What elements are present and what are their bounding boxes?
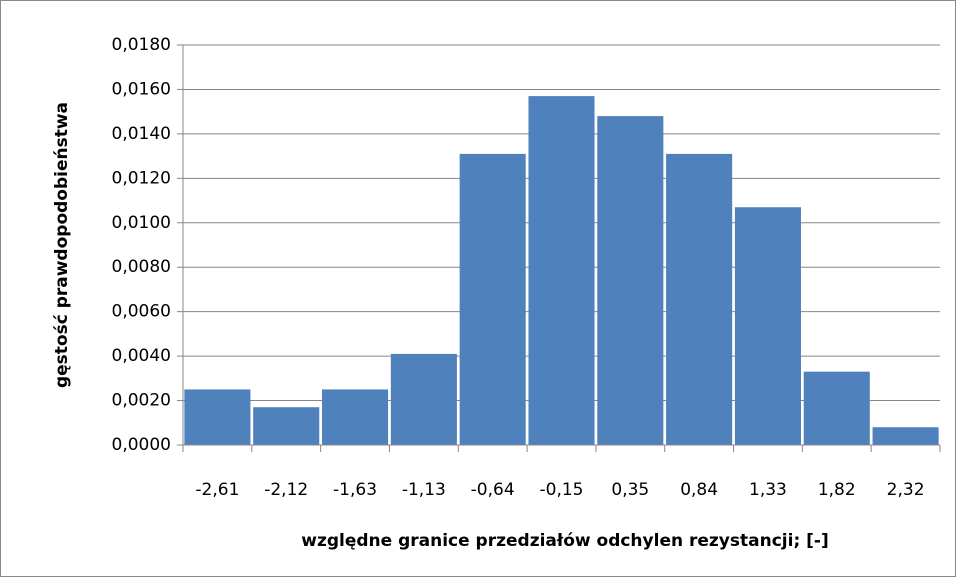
x-tick-label: -0,64 <box>471 480 515 500</box>
bar <box>253 407 320 445</box>
x-tick-label: -0,15 <box>540 480 584 500</box>
x-tick-label: -1,63 <box>333 480 377 500</box>
y-tick-label: 0,0020 <box>112 391 171 411</box>
y-tick-label: 0,0180 <box>112 35 171 55</box>
x-tick-label: 0,84 <box>680 480 718 500</box>
y-tick-label: 0,0120 <box>112 168 171 188</box>
bar <box>528 96 595 445</box>
bar <box>322 389 389 445</box>
y-tick-label: 0,0140 <box>112 124 171 144</box>
y-axis-title: gęstość prawdopodobieństwa <box>52 102 72 388</box>
y-tick-label: 0,0060 <box>112 302 171 322</box>
y-tick-label: 0,0000 <box>112 435 171 455</box>
y-tick-label: 0,0080 <box>112 257 171 277</box>
y-tick-label: 0,0100 <box>112 213 171 233</box>
x-tick-label: 0,35 <box>611 480 649 500</box>
x-tick-label: -2,12 <box>264 480 308 500</box>
bar <box>872 427 939 445</box>
x-tick-label: 1,33 <box>749 480 787 500</box>
y-tick-label: 0,0160 <box>112 79 171 99</box>
y-tick-label: 0,0040 <box>112 346 171 366</box>
x-tick-label: -1,13 <box>402 480 446 500</box>
bar <box>184 389 251 445</box>
bar <box>459 153 526 445</box>
x-tick-label: 1,82 <box>818 480 856 500</box>
bar <box>597 116 664 445</box>
x-axis-title: względne granice przedziałów odchylen re… <box>301 531 829 551</box>
bar <box>390 353 457 445</box>
x-tick-label: 2,32 <box>887 480 925 500</box>
bar <box>734 207 801 445</box>
bar <box>803 371 870 445</box>
x-tick-label: -2,61 <box>195 480 239 500</box>
bar <box>666 153 733 445</box>
